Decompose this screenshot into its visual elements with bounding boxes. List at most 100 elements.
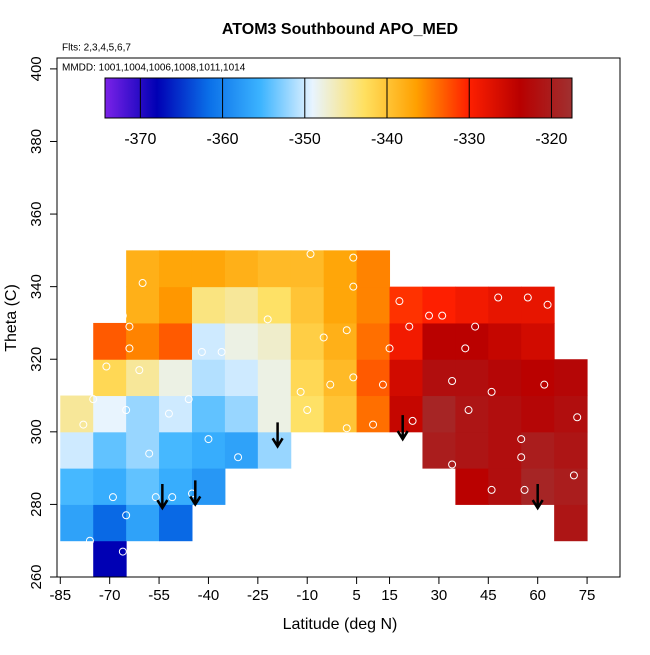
cell — [323, 322, 358, 360]
sample-point — [263, 315, 272, 324]
cell — [422, 322, 456, 360]
colorbar-tick-label: -370 — [124, 131, 156, 148]
cell — [126, 468, 160, 505]
cell — [224, 286, 259, 324]
cell — [554, 431, 588, 469]
cell — [257, 431, 292, 469]
sample-point — [517, 435, 526, 444]
colorbar-tick-label: -350 — [289, 131, 321, 148]
sample-point — [342, 326, 351, 335]
cell — [191, 359, 226, 397]
sample-point — [569, 471, 578, 480]
arrow — [271, 422, 284, 449]
sample-point — [540, 380, 549, 389]
cell — [389, 286, 423, 324]
cell — [191, 395, 226, 433]
cell — [554, 395, 588, 433]
arrow-shape — [189, 480, 202, 507]
sample-point — [234, 453, 243, 462]
cell — [224, 431, 259, 469]
sample-point — [342, 424, 351, 433]
cell — [159, 250, 193, 288]
sample-point — [79, 420, 88, 429]
y-tick-label: 260 — [28, 564, 45, 589]
x-tick-label: -25 — [247, 587, 269, 604]
sample-point — [319, 333, 328, 342]
cell — [60, 504, 94, 542]
cell — [455, 431, 489, 469]
cell — [224, 395, 259, 433]
y-tick-label: 340 — [28, 274, 45, 299]
sample-point — [448, 377, 457, 386]
y-tick-label: 380 — [28, 129, 45, 154]
sample-point — [85, 536, 94, 545]
cell — [224, 322, 259, 360]
note: MMDD: 1001,1004,1006,1008,1011,1014 — [62, 63, 246, 74]
cell — [488, 322, 522, 360]
cell — [60, 468, 94, 505]
cell — [159, 395, 193, 433]
x-tick-label: 30 — [431, 587, 448, 604]
cell — [159, 322, 193, 360]
sample-point — [125, 322, 134, 331]
arrow-shape — [531, 484, 544, 511]
cell — [488, 359, 522, 397]
cell — [488, 431, 522, 469]
cell — [93, 395, 127, 433]
y-tick-label: 300 — [28, 419, 45, 444]
cell — [60, 395, 94, 433]
sample-point — [204, 435, 213, 444]
sample-point — [125, 344, 134, 353]
arrow — [531, 484, 544, 511]
arrow-shape — [396, 415, 409, 442]
cell — [224, 359, 259, 397]
cell — [126, 250, 160, 288]
cell — [389, 359, 423, 397]
sample-point — [306, 249, 315, 258]
cell — [191, 250, 226, 288]
cell — [554, 359, 588, 397]
cell — [191, 431, 226, 469]
sample-point — [168, 493, 177, 502]
sample-point — [573, 413, 582, 422]
x-tick-label: 5 — [352, 587, 360, 604]
cell — [93, 504, 127, 542]
sample-point — [408, 416, 417, 425]
sample-point — [145, 449, 154, 458]
x-tick-label: -55 — [148, 587, 170, 604]
cell — [126, 395, 160, 433]
x-tick-label: 60 — [529, 587, 546, 604]
sample-point — [135, 366, 144, 375]
sample-point — [385, 344, 394, 353]
sample-point — [369, 420, 378, 429]
cell — [257, 359, 292, 397]
sample-point — [395, 275, 404, 284]
cell — [389, 395, 423, 433]
sample-point — [349, 373, 358, 382]
cell — [323, 250, 358, 288]
cell — [323, 286, 358, 324]
sample-point — [425, 311, 434, 320]
cell — [422, 395, 456, 433]
cell — [488, 395, 522, 433]
cell — [422, 431, 456, 469]
cell — [257, 250, 292, 288]
arrow — [189, 480, 202, 507]
overlay — [79, 249, 582, 556]
cell — [159, 359, 193, 397]
cell — [126, 322, 160, 360]
plot-frame — [56, 57, 621, 578]
sample-point — [405, 322, 414, 331]
x-tick-label: 15 — [381, 587, 398, 604]
cell — [290, 286, 325, 324]
sample-point — [217, 347, 226, 356]
cell — [521, 359, 555, 397]
cell — [455, 359, 489, 397]
sample-point — [395, 297, 404, 306]
cell — [126, 504, 160, 542]
colorbar-tick-label: -360 — [207, 131, 239, 148]
sample-point — [151, 493, 160, 502]
cell — [126, 286, 160, 324]
cell — [290, 322, 325, 360]
